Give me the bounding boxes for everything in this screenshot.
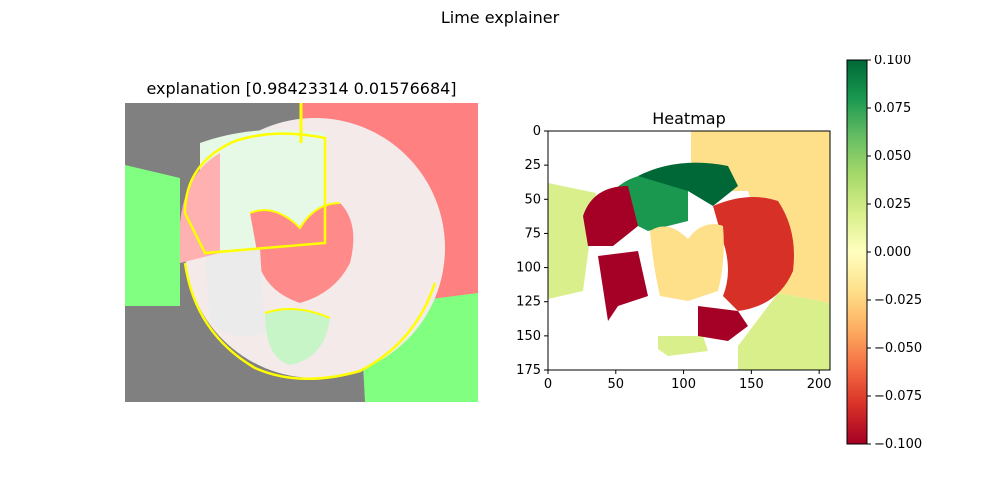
green-region-left — [125, 165, 180, 306]
figure-title: Lime explainer — [0, 8, 1000, 27]
colorbar-tick-label: −0.100 — [874, 437, 922, 450]
colorbar-tick-label: −0.075 — [874, 389, 922, 404]
colorbar-tick-label: 0.025 — [874, 197, 911, 212]
y-tick-label: 50 — [524, 192, 541, 207]
colorbar-tick-label: 0.100 — [874, 55, 911, 68]
colorbar-tick-label: −0.050 — [874, 341, 922, 356]
y-tick-label: 75 — [524, 226, 541, 241]
y-tick-label: 25 — [524, 158, 541, 173]
colorbar-tick-label: 0.050 — [874, 149, 911, 164]
y-axis: 0 25 50 75 100 125 150 175 — [516, 125, 548, 378]
colorbar-tick-label: 0.000 — [874, 245, 911, 260]
y-tick-label: 150 — [516, 329, 541, 344]
colorbar-tick-label: 0.075 — [874, 101, 911, 116]
gray-tissue-bottom-left — [205, 248, 265, 336]
x-tick-label: 150 — [739, 377, 764, 392]
y-tick-label: 0 — [533, 125, 541, 139]
x-tick-label: 200 — [807, 377, 832, 392]
y-tick-label: 175 — [516, 363, 541, 378]
colorbar-gradient — [847, 60, 867, 444]
x-tick-label: 100 — [671, 377, 696, 392]
heatmap-chart: 0 50 100 150 200 0 25 50 75 100 125 150 175 — [505, 125, 845, 410]
y-tick-label: 100 — [516, 261, 541, 276]
explanation-image — [125, 103, 478, 402]
colorbar-tick-label: −0.025 — [874, 293, 922, 308]
x-tick-label: 50 — [608, 377, 625, 392]
explanation-title: explanation [0.98423314 0.01576684] — [125, 79, 478, 98]
y-tick-label: 125 — [516, 295, 541, 310]
x-tick-label: 0 — [544, 377, 552, 392]
colorbar: 0.100 0.075 0.050 0.025 0.000 −0.025 −0.050 −0.… — [840, 55, 950, 450]
colorbar-ticks: 0.100 0.075 0.050 0.025 0.000 −0.025 −0.050 −0.… — [867, 55, 922, 450]
x-axis: 0 50 100 150 200 — [544, 370, 832, 392]
